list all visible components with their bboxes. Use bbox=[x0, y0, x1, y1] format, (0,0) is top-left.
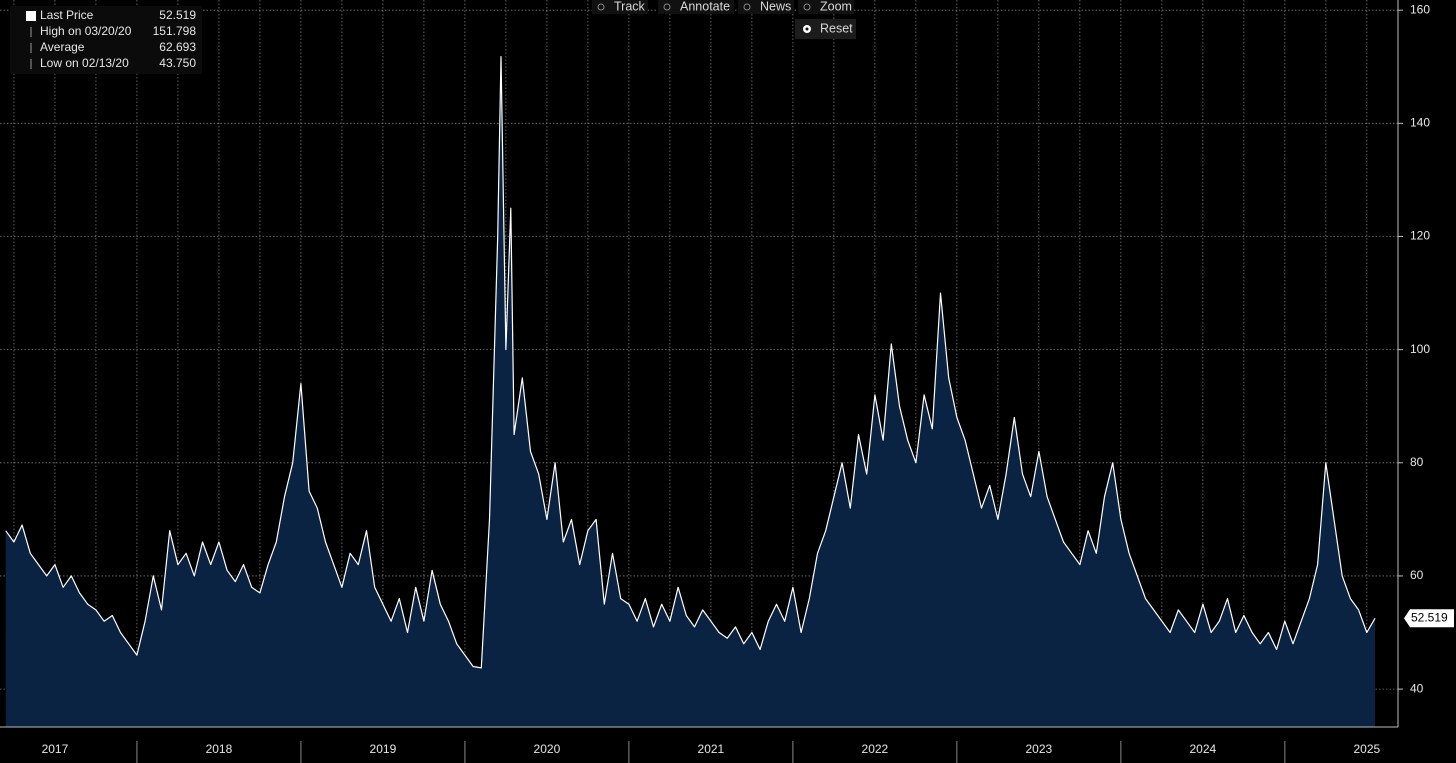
legend-value: 151.798 bbox=[153, 24, 197, 38]
button-label: Track bbox=[614, 0, 646, 13]
legend-box bbox=[10, 6, 202, 74]
x-tick-label: 2022 bbox=[862, 742, 889, 756]
legend-swatch bbox=[26, 11, 36, 21]
toolbar-button[interactable]: Annotate bbox=[658, 0, 734, 14]
area bbox=[5, 56, 1376, 728]
x-tick-label: 2025 bbox=[1353, 742, 1380, 756]
button-bg bbox=[658, 0, 734, 14]
button-bg bbox=[795, 19, 856, 39]
button-label: Zoom bbox=[820, 0, 852, 13]
toolbar-button[interactable]: Zoom bbox=[798, 0, 854, 14]
y-tick-label: 40 bbox=[1410, 681, 1424, 695]
x-tick-label: 2017 bbox=[42, 742, 69, 756]
toolbar-button[interactable]: News bbox=[738, 0, 794, 14]
button-icon bbox=[663, 3, 671, 11]
legend-value: 62.693 bbox=[159, 40, 196, 54]
legend-label: High on 03/20/20 bbox=[40, 24, 132, 38]
button-bg bbox=[798, 0, 854, 14]
y-tick-label: 100 bbox=[1410, 342, 1430, 356]
legend-label: Low on 02/13/20 bbox=[40, 56, 129, 70]
y-tick-label: 140 bbox=[1410, 116, 1430, 130]
button-bg bbox=[738, 0, 794, 14]
button-icon-dot bbox=[805, 27, 809, 31]
x-tick-label: 2018 bbox=[206, 742, 233, 756]
legend-value: 43.750 bbox=[159, 56, 196, 70]
button-label: Reset bbox=[820, 21, 853, 35]
button-icon bbox=[803, 3, 811, 11]
reset-button[interactable]: Reset bbox=[795, 19, 856, 39]
button-icon bbox=[597, 3, 605, 11]
x-tick-label: 2021 bbox=[698, 742, 725, 756]
last-price-tag bbox=[1404, 609, 1454, 628]
y-tick-label: 160 bbox=[1410, 2, 1430, 16]
button-label: Annotate bbox=[680, 0, 730, 13]
y-tick-label: 120 bbox=[1410, 229, 1430, 243]
toolbar: Track Annotate News Zoom Reset bbox=[592, 0, 856, 39]
x-tick-label: 2023 bbox=[1026, 742, 1053, 756]
legend-label: Last Price bbox=[40, 8, 94, 22]
legend-value: 52.519 bbox=[159, 8, 196, 22]
x-tick-label: 2019 bbox=[370, 742, 397, 756]
x-tick-label: 2020 bbox=[534, 742, 561, 756]
button-bg bbox=[592, 0, 648, 14]
y-tick-label: 60 bbox=[1410, 568, 1424, 582]
last-price-label: 52.519 bbox=[1411, 610, 1448, 624]
button-label: News bbox=[760, 0, 791, 13]
legend: Last Price 52.519 High on 03/20/20 151.798 A… bbox=[10, 6, 202, 74]
x-tick-label: 2024 bbox=[1190, 742, 1217, 756]
button-icon bbox=[743, 3, 751, 11]
legend-label: Average bbox=[40, 40, 85, 54]
toolbar-button[interactable]: Track bbox=[592, 0, 648, 14]
line bbox=[5, 56, 1376, 669]
y-tick-label: 80 bbox=[1410, 455, 1424, 469]
